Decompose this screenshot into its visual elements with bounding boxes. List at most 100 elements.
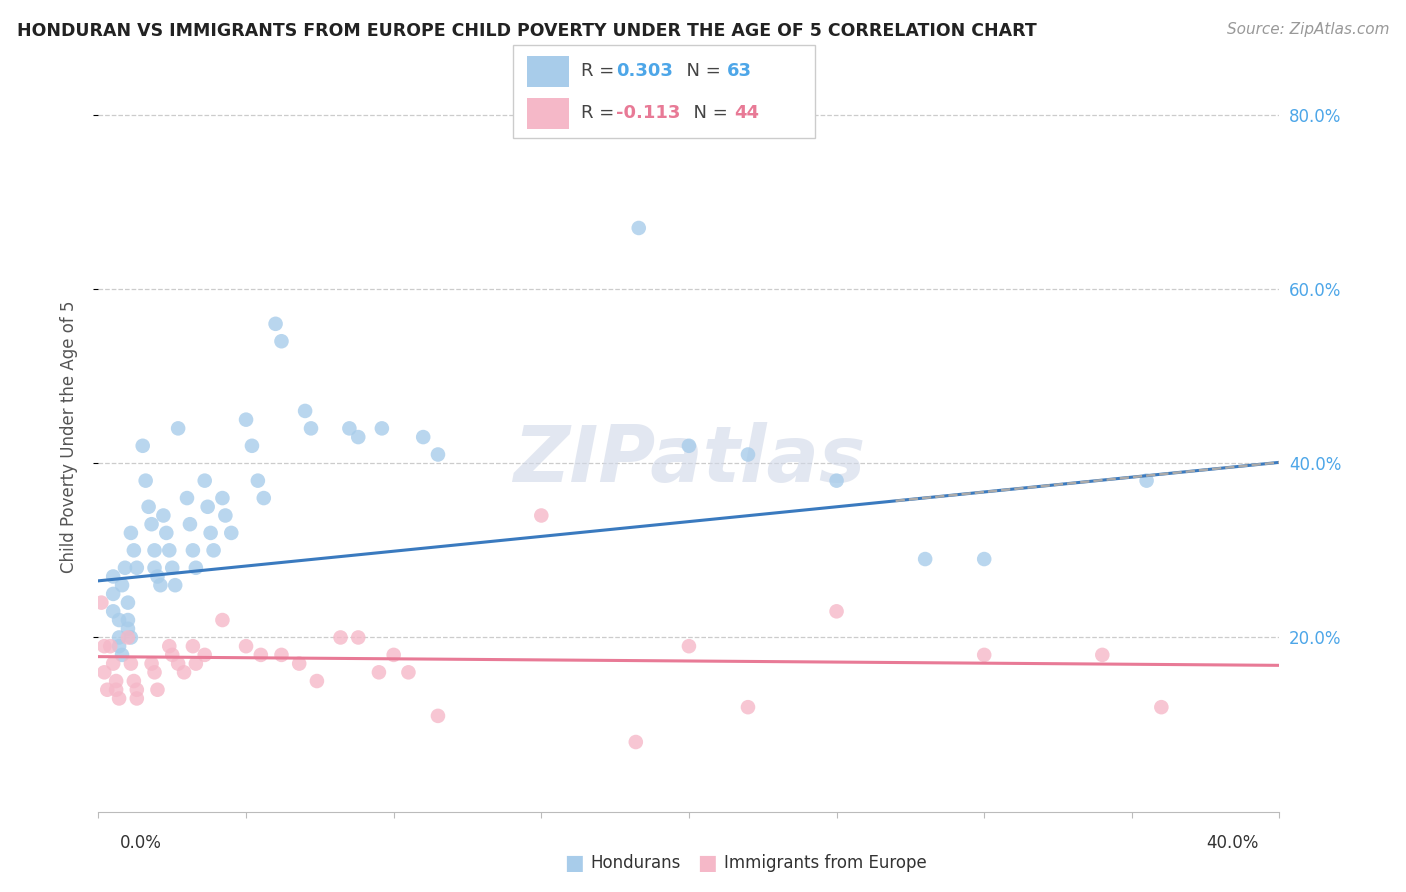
Text: Source: ZipAtlas.com: Source: ZipAtlas.com xyxy=(1226,22,1389,37)
Point xyxy=(288,657,311,671)
Point xyxy=(1136,474,1159,488)
Point xyxy=(530,508,553,523)
Point xyxy=(624,735,647,749)
Text: N =: N = xyxy=(682,104,734,122)
Text: 0.0%: 0.0% xyxy=(120,834,162,852)
Text: ZIPatlas: ZIPatlas xyxy=(513,422,865,498)
Text: Immigrants from Europe: Immigrants from Europe xyxy=(724,854,927,871)
Point xyxy=(253,491,276,505)
Y-axis label: Child Poverty Under the Age of 5: Child Poverty Under the Age of 5 xyxy=(59,301,77,574)
Point xyxy=(179,517,201,532)
Point xyxy=(122,543,145,558)
Point xyxy=(157,639,180,653)
Point xyxy=(825,604,848,618)
Point xyxy=(122,673,145,688)
Point xyxy=(382,648,405,662)
Point xyxy=(235,412,257,426)
Point xyxy=(368,665,391,680)
Point xyxy=(93,665,115,680)
Point xyxy=(194,474,217,488)
Point xyxy=(152,508,174,523)
Point xyxy=(914,552,936,566)
Text: Hondurans: Hondurans xyxy=(591,854,681,871)
Point xyxy=(132,439,155,453)
Point xyxy=(235,639,257,653)
Point xyxy=(105,673,128,688)
Point xyxy=(246,474,269,488)
Point xyxy=(157,543,180,558)
Point xyxy=(211,491,233,505)
Point xyxy=(329,631,352,645)
Point xyxy=(98,639,121,653)
Point xyxy=(184,657,207,671)
Point xyxy=(200,525,222,540)
Point xyxy=(108,639,131,653)
Text: ■: ■ xyxy=(564,853,583,872)
Point xyxy=(214,508,236,523)
Point xyxy=(627,221,650,235)
Point xyxy=(103,657,125,671)
Point xyxy=(103,604,125,618)
Point xyxy=(197,500,219,514)
Point xyxy=(264,317,287,331)
Point xyxy=(270,334,292,349)
Point xyxy=(111,578,134,592)
Point xyxy=(135,474,157,488)
Text: ■: ■ xyxy=(697,853,717,872)
Point xyxy=(111,648,134,662)
Point xyxy=(427,448,450,462)
Point xyxy=(347,430,370,444)
Point xyxy=(108,691,131,706)
Point xyxy=(339,421,361,435)
Point xyxy=(96,682,118,697)
Point xyxy=(678,639,700,653)
Point xyxy=(162,648,183,662)
Point xyxy=(737,700,759,714)
Point xyxy=(155,525,177,540)
Text: 40.0%: 40.0% xyxy=(1206,834,1258,852)
Point xyxy=(412,430,434,444)
Text: N =: N = xyxy=(675,62,727,79)
Point xyxy=(202,543,225,558)
Point xyxy=(108,631,131,645)
Point xyxy=(347,631,370,645)
Point xyxy=(143,561,166,575)
Point xyxy=(270,648,292,662)
Point xyxy=(427,709,450,723)
Point xyxy=(146,682,169,697)
Point xyxy=(125,561,148,575)
Point xyxy=(117,622,139,636)
Point xyxy=(117,613,139,627)
Point xyxy=(125,691,148,706)
Point xyxy=(305,673,328,688)
Point xyxy=(90,596,112,610)
Point xyxy=(678,439,700,453)
Point xyxy=(1091,648,1114,662)
Point xyxy=(108,613,131,627)
Text: HONDURAN VS IMMIGRANTS FROM EUROPE CHILD POVERTY UNDER THE AGE OF 5 CORRELATION : HONDURAN VS IMMIGRANTS FROM EUROPE CHILD… xyxy=(17,22,1036,40)
Point xyxy=(117,596,139,610)
Text: R =: R = xyxy=(581,62,620,79)
Point xyxy=(117,631,139,645)
Point xyxy=(371,421,394,435)
Point xyxy=(240,439,263,453)
Point xyxy=(103,569,125,583)
Point xyxy=(221,525,243,540)
Point xyxy=(250,648,273,662)
Point xyxy=(299,421,322,435)
Point xyxy=(184,561,207,575)
Point xyxy=(181,543,204,558)
Point xyxy=(973,552,995,566)
Point xyxy=(194,648,217,662)
Point xyxy=(105,682,128,697)
Point xyxy=(167,657,190,671)
Point xyxy=(146,569,169,583)
Point xyxy=(398,665,420,680)
Point xyxy=(93,639,115,653)
Point xyxy=(1150,700,1173,714)
Text: -0.113: -0.113 xyxy=(616,104,681,122)
Point xyxy=(114,561,136,575)
Point xyxy=(138,500,160,514)
Text: 44: 44 xyxy=(734,104,759,122)
Point xyxy=(103,587,125,601)
